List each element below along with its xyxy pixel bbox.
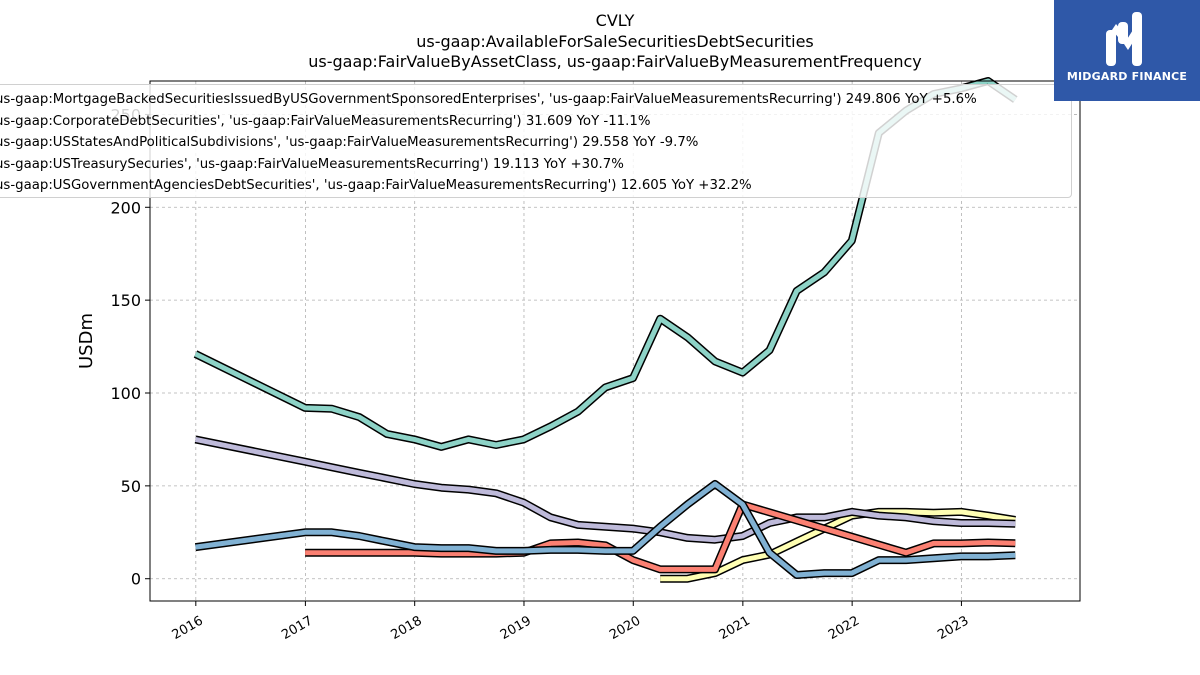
legend-entry-treasury: us-gaap:USTreasurySecuries', 'us-gaap:Fa… [0,156,624,172]
midgard-finance-logo: MIDGARD FINANCE [1054,0,1200,101]
y-tick-label: 50 [121,477,141,496]
y-axis-label: USDm [76,313,97,369]
series-line [195,436,1016,543]
y-tick-label: 200 [110,198,141,217]
logo-mark-icon [1106,12,1142,66]
x-tick-label: 2023 [935,613,971,643]
chart-subtitle-1: us-gaap:AvailableForSaleSecuritiesDebtSe… [416,32,814,51]
y-tick-label: 100 [110,384,141,403]
x-tick-label: 2016 [170,613,206,643]
x-tick-label: 2017 [279,613,315,643]
chart-subtitle-2: us-gaap:FairValueByAssetClass, us-gaap:F… [308,52,922,71]
chart-legend: us-gaap:MortgageBackedSecuritiesIssuedBy… [0,84,1072,198]
logo-text: MIDGARD FINANCE [1066,70,1188,83]
legend-entry-agencies: us-gaap:USGovernmentAgenciesDebtSecuriti… [0,178,752,193]
x-tick-label: 2018 [389,613,425,643]
y-tick-label: 150 [110,291,141,310]
legend-entry-corporate: us-gaap:CorporateDebtSecurities', 'us-ga… [0,113,651,129]
x-tick-label: 2021 [717,613,753,643]
series-line [660,509,1016,582]
chart-title: CVLY [595,11,635,30]
x-axis: 2016 2017 2018 2019 2020 2021 2022 2023 [170,601,971,643]
plot-frame [149,80,1081,602]
series-line [195,481,1016,578]
x-tick-label: 2019 [498,613,534,643]
legend-entry-states: us-gaap:USStatesAndPoliticalSubdivisions… [0,135,699,150]
x-tick-label: 2020 [607,613,643,643]
series-line [305,501,1016,572]
legend-entry-mbs: us-gaap:MortgageBackedSecuritiesIssuedBy… [0,92,977,107]
y-tick-label: 0 [131,570,141,589]
x-tick-label: 2022 [826,613,862,643]
